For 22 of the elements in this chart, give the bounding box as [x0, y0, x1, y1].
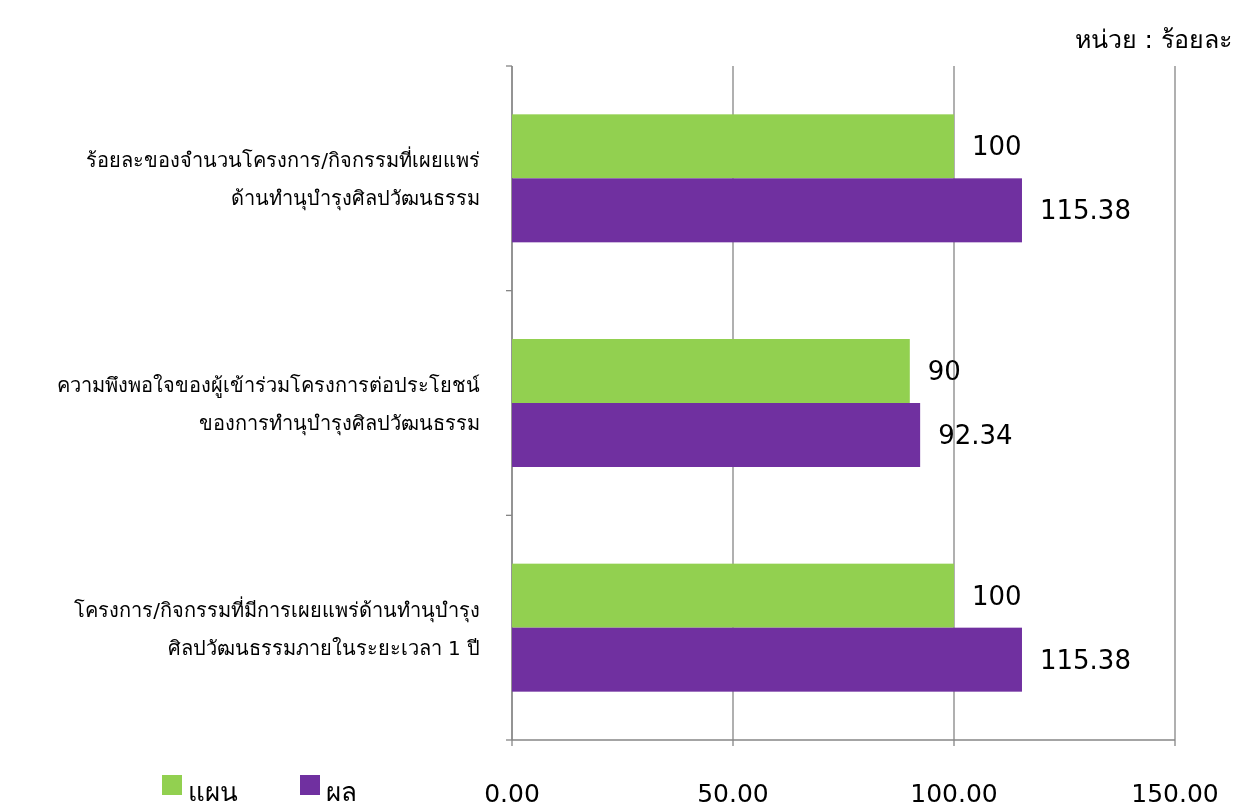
text: หน่วย : ร้อยละ: [1074, 25, 1232, 54]
y-tick-label: ความพึงพอใจของผู้เข้าร่วมโครงการต่อประโยชน์ ของการทำนุบำรุงศิลปวัฒนธรรม: [57, 373, 480, 436]
x-tick-label: 150.00: [1131, 779, 1219, 804]
bar: [512, 178, 1022, 243]
legend-label: แผน: [188, 777, 238, 804]
x-tick-label: 0.00: [484, 779, 540, 804]
data-label: 115.38: [1039, 644, 1131, 675]
bar: [512, 403, 921, 467]
data-label: 100: [972, 131, 1022, 162]
y-tick-label: ร้อยละของจำนวนโครงการ/กิจกรรมที่เผยแพร่ ด้านทำนุบำรุงศิลปวัฒนธรรม: [86, 146, 480, 212]
x-tick-label: 50.00: [697, 779, 769, 804]
x-tick-label: 100.00: [910, 779, 998, 804]
data-label: 100: [972, 580, 1022, 611]
data-label: 92.34: [938, 420, 1013, 450]
bar: [512, 627, 1022, 692]
data-label: 115.38: [1039, 195, 1131, 226]
bar: [512, 114, 954, 179]
y-tick-label: โครงการ/กิจกรรมที่มีการเผยแพร่ด้านทำนุบำรุง ศิลปวัฒนธรรมภายในระยะเวลา 1 ปี: [74, 595, 480, 660]
bar: [512, 563, 954, 628]
data-label: 90: [927, 356, 961, 386]
bar: [512, 339, 910, 403]
legend-label: ผล: [326, 777, 357, 804]
